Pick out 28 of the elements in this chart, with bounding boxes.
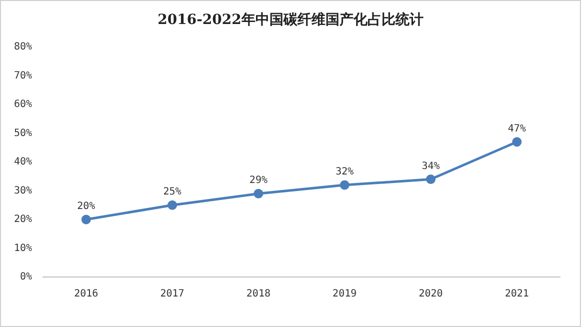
y-tick-label: 20% xyxy=(14,214,32,226)
point xyxy=(426,174,436,184)
y-tick-label: 0% xyxy=(20,272,32,283)
data-label: 47% xyxy=(508,123,526,134)
data-label: 25% xyxy=(163,186,182,198)
data-label: 32% xyxy=(336,166,354,178)
y-tick-label: 50% xyxy=(14,128,32,139)
x-tick-label: 2021 xyxy=(504,288,529,300)
data-label: 20% xyxy=(77,201,96,212)
x-tick-label: 2019 xyxy=(332,288,357,300)
x-tick-label: 2018 xyxy=(246,288,270,300)
point xyxy=(168,200,178,210)
x-tick-label: 2017 xyxy=(160,288,184,300)
point xyxy=(512,137,522,147)
chart-title: 2016-2022年中国碳纤维国产化占比统计 xyxy=(156,11,424,29)
y-tick-label: 80% xyxy=(14,42,32,53)
point xyxy=(340,180,350,190)
data-label: 29% xyxy=(249,175,268,186)
y-tick-label: 70% xyxy=(14,70,32,82)
x-tick-label: 2020 xyxy=(418,288,443,300)
y-tick-label: 60% xyxy=(14,99,32,110)
point xyxy=(254,188,264,198)
data-label: 34% xyxy=(422,160,440,172)
x-tick-label: 2016 xyxy=(74,288,98,300)
point xyxy=(81,214,91,224)
y-tick-label: 40% xyxy=(14,156,32,168)
y-tick-label: 30% xyxy=(14,185,32,196)
y-tick-label: 10% xyxy=(14,242,32,254)
